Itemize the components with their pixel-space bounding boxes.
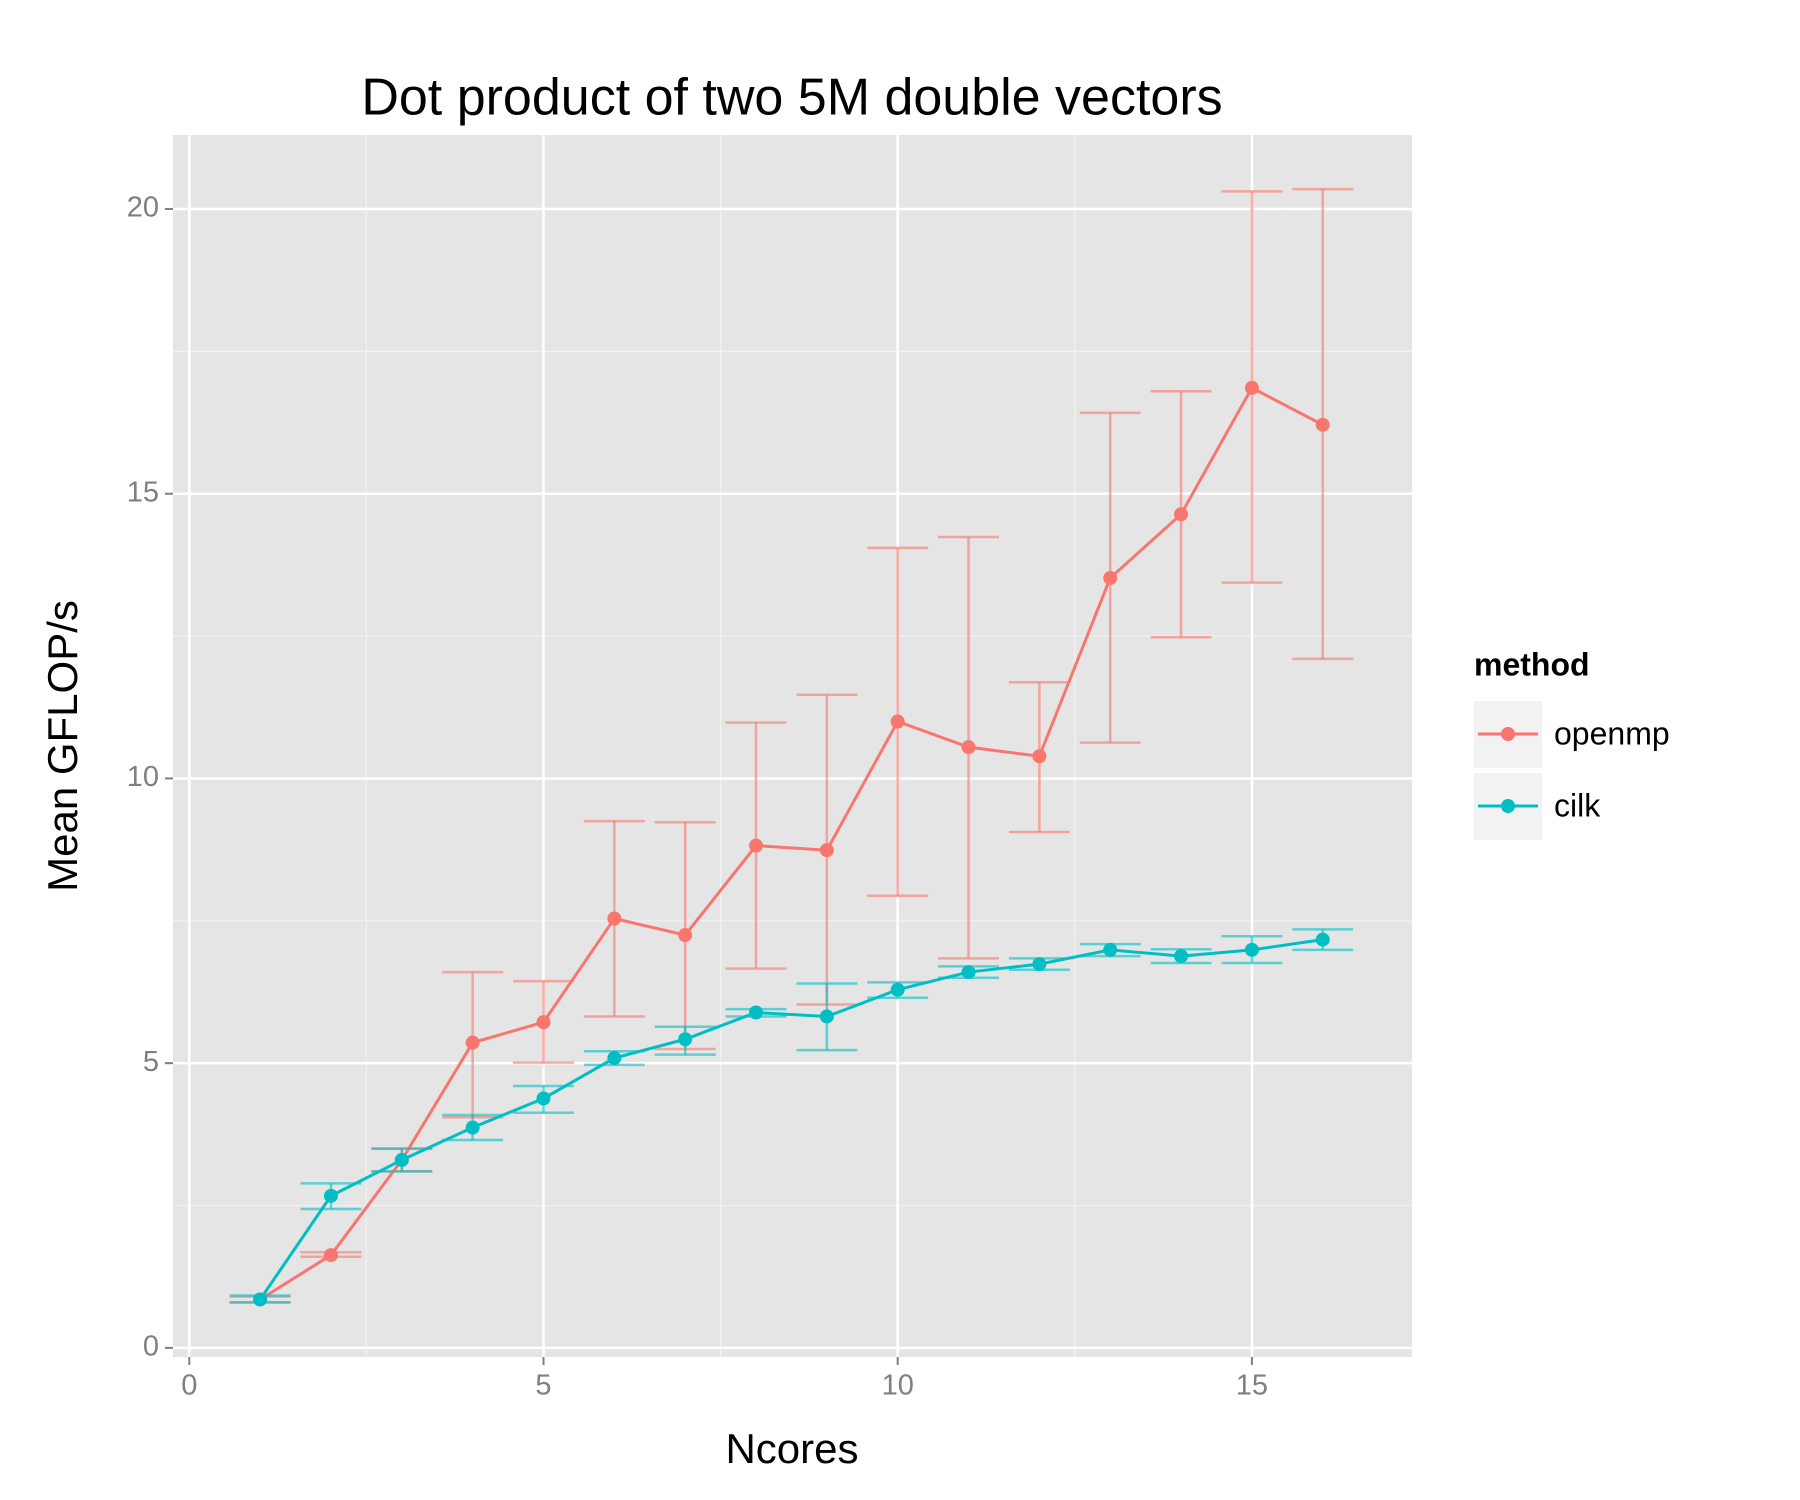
point	[323, 1248, 338, 1263]
point	[1174, 949, 1189, 964]
point	[1032, 749, 1047, 764]
point	[323, 1188, 338, 1203]
panel	[173, 135, 1412, 1357]
x-tick-label: 15	[1236, 1370, 1268, 1402]
point	[536, 1091, 551, 1106]
chart-title: Dot product of two 5M double vectors	[361, 69, 1222, 127]
point	[394, 1152, 409, 1167]
y-axis-title: Mean GFLOP/s	[39, 600, 86, 892]
x-tick-label: 10	[882, 1370, 914, 1402]
point	[678, 928, 693, 943]
point	[1032, 957, 1047, 972]
point	[465, 1035, 480, 1050]
x-axis-title: Ncores	[725, 1425, 858, 1472]
legend-point	[1501, 727, 1515, 741]
y-tick-label: 5	[143, 1046, 159, 1078]
legend-title: method	[1474, 646, 1590, 682]
point	[1315, 417, 1330, 432]
line	[258, 938, 1323, 1301]
point	[1103, 571, 1118, 586]
line	[259, 385, 1324, 1301]
point	[607, 911, 622, 926]
y-tick-label: 0	[143, 1331, 159, 1363]
legend-label: openmp	[1554, 715, 1670, 751]
point	[961, 965, 976, 980]
point	[819, 1009, 834, 1024]
x-tick-label: 0	[181, 1370, 197, 1402]
point	[1315, 932, 1330, 947]
point	[1244, 380, 1259, 395]
point	[819, 843, 834, 858]
point	[253, 1292, 268, 1307]
legend-label: cilk	[1554, 787, 1601, 823]
point	[536, 1015, 551, 1030]
point	[678, 1032, 693, 1047]
point	[465, 1120, 480, 1135]
legend-point	[1501, 799, 1515, 813]
x-tick-label: 5	[535, 1370, 551, 1402]
point	[890, 714, 905, 729]
y-tick-label: 10	[127, 761, 159, 793]
point	[1103, 942, 1118, 957]
point	[1244, 942, 1259, 957]
y-tick-label: 20	[127, 192, 159, 224]
point	[890, 982, 905, 997]
point	[961, 740, 976, 755]
point	[607, 1051, 622, 1066]
point	[749, 1005, 764, 1020]
y-tick-label: 15	[127, 476, 159, 508]
point	[1174, 507, 1189, 522]
point	[749, 838, 764, 853]
